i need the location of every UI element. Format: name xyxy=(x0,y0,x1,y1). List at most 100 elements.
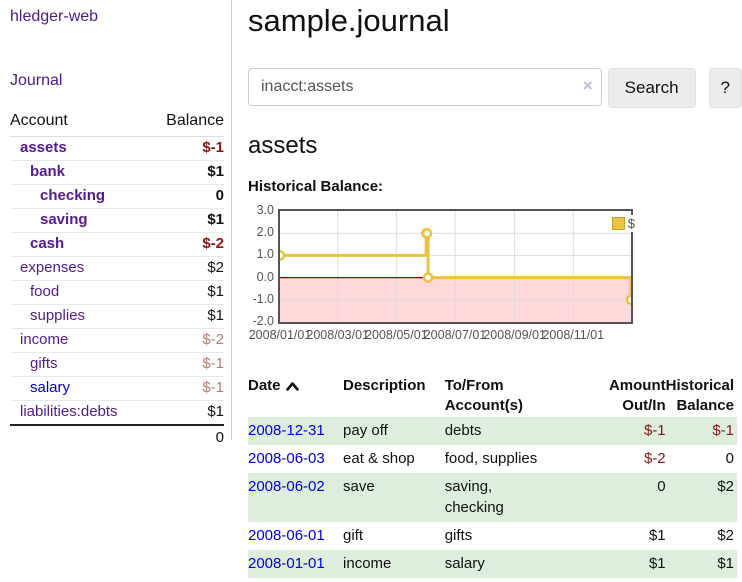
sidebar-account-link[interactable]: checking xyxy=(40,187,106,204)
account-balance-value: $-2 xyxy=(202,235,224,252)
transaction-date-cell: 2008-06-01 xyxy=(248,522,343,550)
sidebar-account-link[interactable]: bank xyxy=(30,163,66,180)
transaction-balance-cell: $2 xyxy=(717,478,734,495)
date-column-header[interactable]: Date xyxy=(248,375,343,417)
sidebar-account-row: income $-2 xyxy=(10,329,224,353)
account-balance-value: $1 xyxy=(207,307,224,324)
sidebar-account-row: expenses $2 xyxy=(10,257,224,281)
transaction-date-cell: 2008-12-31 xyxy=(248,417,343,445)
register-table: Date Description To/From Account(s) Amou… xyxy=(248,375,737,578)
chart-y-tick-label: -1.0 xyxy=(252,291,274,306)
account-balance-value: $1 xyxy=(207,163,224,180)
register-transaction-row: 2008-01-01 income salary $1 $1 xyxy=(248,550,737,578)
transaction-date-link[interactable]: 2008-06-02 xyxy=(248,478,325,495)
chart-y-tick-label: 3.0 xyxy=(256,203,274,217)
transaction-accounts-cell: salary xyxy=(444,555,485,572)
balance-column-header: Historical Balance xyxy=(665,377,734,414)
account-balance-value: 0 xyxy=(215,187,224,204)
help-button[interactable]: ? xyxy=(708,68,742,108)
transaction-amount-cell: $1 xyxy=(648,527,666,544)
sidebar-item-journal[interactable]: Journal xyxy=(10,72,63,89)
chart-y-tick-label: 2.0 xyxy=(256,225,274,240)
sidebar-account-row: gifts $-1 xyxy=(10,353,224,377)
transaction-date-cell: 2008-06-02 xyxy=(248,473,343,522)
sort-ascending-icon xyxy=(285,377,299,397)
transaction-date-link[interactable]: 2008-06-03 xyxy=(248,450,325,467)
main-content: sample.journal × Search ? assets Histori… xyxy=(248,0,742,578)
sidebar-account-link[interactable]: saving xyxy=(40,211,88,228)
transaction-balance-cell: $2 xyxy=(717,527,734,544)
transaction-date-link[interactable]: 2008-06-01 xyxy=(248,527,325,544)
register-header-row: Date Description To/From Account(s) Amou… xyxy=(248,375,737,417)
register-transaction-row: 2008-12-31 pay off debts $-1 $-1 xyxy=(248,417,737,445)
transaction-description-cell: eat & shop xyxy=(343,450,415,467)
register-transaction-row: 2008-06-02 save saving, checking 0 $2 xyxy=(248,473,737,522)
transaction-date-link[interactable]: 2008-01-01 xyxy=(248,555,325,572)
sidebar-account-row: supplies $1 xyxy=(10,305,224,329)
account-balance-value: $-2 xyxy=(202,331,224,348)
chart-y-tick-label: -2.0 xyxy=(252,314,274,328)
chart-x-tick-label: 2008/11/01 xyxy=(542,328,605,342)
sidebar-account-link[interactable]: assets xyxy=(20,139,67,156)
account-balance-value: $1 xyxy=(207,403,224,420)
amount-column-header: Amount Out/In xyxy=(608,377,666,414)
transaction-balance-cell: $1 xyxy=(717,555,734,572)
app-brand-link[interactable]: hledger-web xyxy=(10,8,99,25)
legend-swatch xyxy=(611,217,625,230)
account-heading: assets xyxy=(248,132,318,159)
transaction-description-cell: pay off xyxy=(343,422,388,439)
chart-title: Historical Balance: xyxy=(248,178,384,195)
sidebar-account-link[interactable]: salary xyxy=(30,379,71,396)
accounts-total-value: 0 xyxy=(215,429,224,446)
transaction-date-cell: 2008-01-01 xyxy=(248,550,343,578)
sidebar-account-link[interactable]: gifts xyxy=(30,355,58,372)
description-column-header: Description xyxy=(343,377,426,394)
transaction-accounts-cell: debts xyxy=(444,422,482,439)
sidebar-account-row: cash $-2 xyxy=(10,233,224,257)
account-balance-value: $1 xyxy=(207,211,224,228)
sidebar-account-link[interactable]: cash xyxy=(30,235,65,252)
transaction-date-cell: 2008-06-03 xyxy=(248,445,343,473)
sidebar-account-row: bank $1 xyxy=(10,161,224,185)
sidebar-account-row: liabilities:debts $1 xyxy=(10,401,224,425)
sidebar-account-link[interactable]: supplies xyxy=(30,307,86,324)
account-balance-value: $-1 xyxy=(202,355,224,372)
transaction-date-link[interactable]: 2008-12-31 xyxy=(248,422,325,439)
chart-y-tick-label: 0.0 xyxy=(256,269,274,284)
search-button[interactable]: Search xyxy=(607,68,696,108)
accounts-total-row: 0 xyxy=(10,424,224,449)
sidebar-account-row: saving $1 xyxy=(10,209,224,233)
sidebar-account-link[interactable]: expenses xyxy=(20,259,85,276)
account-balance-value: $-1 xyxy=(202,139,224,156)
transaction-amount-cell: $1 xyxy=(648,555,666,572)
page-title: sample.journal xyxy=(248,3,450,38)
transaction-accounts-cell: saving, checking xyxy=(444,478,504,516)
transaction-amount-cell: 0 xyxy=(657,478,666,495)
search-bar: × Search ? xyxy=(248,68,742,108)
legend-label: $ xyxy=(627,216,635,231)
account-balance-value: $2 xyxy=(207,259,224,276)
account-balance-value: $-1 xyxy=(202,379,224,396)
clear-search-icon[interactable]: × xyxy=(582,76,593,95)
chart-x-tick-label: 2008/01/01 xyxy=(248,328,312,342)
transaction-description-cell: gift xyxy=(343,527,364,544)
transaction-balance-cell: 0 xyxy=(725,450,734,467)
accounts-balance-table: Account Balance assets $-1 bank $1 checking 0… xyxy=(10,108,224,449)
chart-x-tick-label: 2008/09/01 xyxy=(483,328,546,342)
chart-x-tick-label: 2008/07/01 xyxy=(423,328,487,342)
accounts-column-header: To/From Account(s) xyxy=(444,377,524,414)
sidebar-account-row: salary $-1 xyxy=(10,377,224,401)
sidebar-account-link[interactable]: food xyxy=(30,283,60,300)
sidebar-account-row: food $1 xyxy=(10,281,224,305)
transaction-accounts-cell: gifts xyxy=(444,527,473,544)
transaction-amount-cell: $-1 xyxy=(643,422,666,439)
chart-legend: $ xyxy=(609,215,637,232)
sidebar: hledger-web Journal Account Balance asse… xyxy=(0,0,232,446)
chart-x-tick-label: 2008/03/01 xyxy=(306,328,369,342)
accounts-table-header: Account Balance xyxy=(10,108,224,137)
account-column-header: Account xyxy=(10,112,68,129)
transaction-accounts-cell: food, supplies xyxy=(444,450,538,467)
sidebar-account-link[interactable]: liabilities:debts xyxy=(20,403,118,420)
search-input[interactable] xyxy=(248,68,602,106)
sidebar-account-link[interactable]: income xyxy=(20,331,69,348)
